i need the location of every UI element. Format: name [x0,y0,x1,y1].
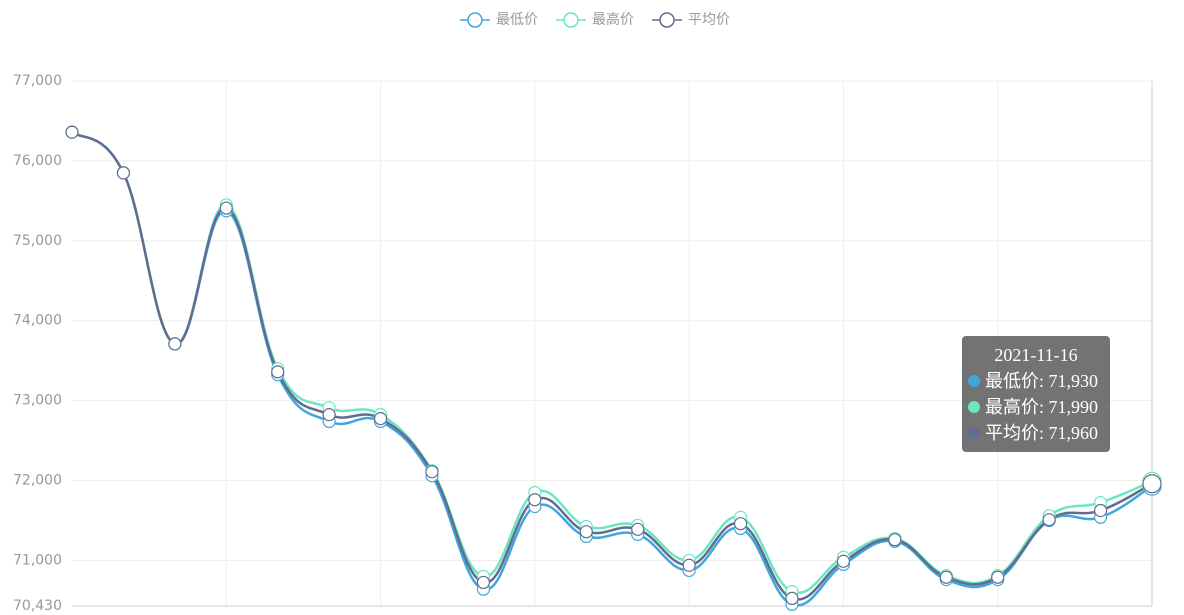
tooltip-text: 平均价: 71,960 [985,423,1099,443]
tooltip-title: 2021-11-16 [994,345,1078,365]
tooltip-dot [968,427,980,439]
data-point [991,570,1005,584]
data-point [322,408,336,422]
y-tick-label: 73,000 [13,393,62,409]
y-tick-label: 72,000 [13,473,62,489]
data-point [65,125,79,139]
data-point [271,365,285,379]
data-point [528,493,542,507]
data-point [579,525,593,539]
data-point [733,517,748,531]
y-tick-label: 76,000 [13,153,62,169]
tooltip: 2021-11-16 最低价: 71,930 最高价: 71,990 平均价: 71… [962,336,1110,452]
legend-icon [563,12,579,28]
tooltip-text: 最低价: 71,930 [985,371,1099,391]
data-point [1093,503,1108,518]
tooltip-text: 最高价: 71,990 [985,397,1099,417]
legend-label: 最低价 [496,12,538,28]
data-point [116,166,131,180]
data-point [219,201,233,215]
tooltip-dot [968,401,980,413]
data-point [939,570,953,584]
data-point [682,558,696,572]
y-tick-label: 77,000 [13,73,62,89]
y-tick-label: 70,430 [13,598,62,614]
legend-icon [659,12,675,28]
legend-label: 平均价 [688,12,730,28]
data-point [373,412,388,426]
tooltip-row: 平均价: 71,960 [968,420,1110,446]
y-tick-label: 71,000 [13,552,62,568]
y-tick-label: 75,000 [13,233,62,249]
data-point [425,465,439,479]
data-point [476,575,491,590]
tooltip-dot [968,375,980,387]
tooltip-row: 最低价: 71,930 [968,368,1110,394]
data-point [888,533,902,547]
data-point [785,591,799,606]
data-point [1142,474,1162,494]
data-point [836,554,851,568]
data-point [631,522,645,536]
y-tick-label: 74,000 [13,313,62,329]
legend-label: 最高价 [592,11,634,28]
tooltip-row: 最高价: 71,990 [968,394,1110,420]
legend-icon [467,12,483,28]
data-point [168,337,182,351]
data-point [1042,513,1056,527]
